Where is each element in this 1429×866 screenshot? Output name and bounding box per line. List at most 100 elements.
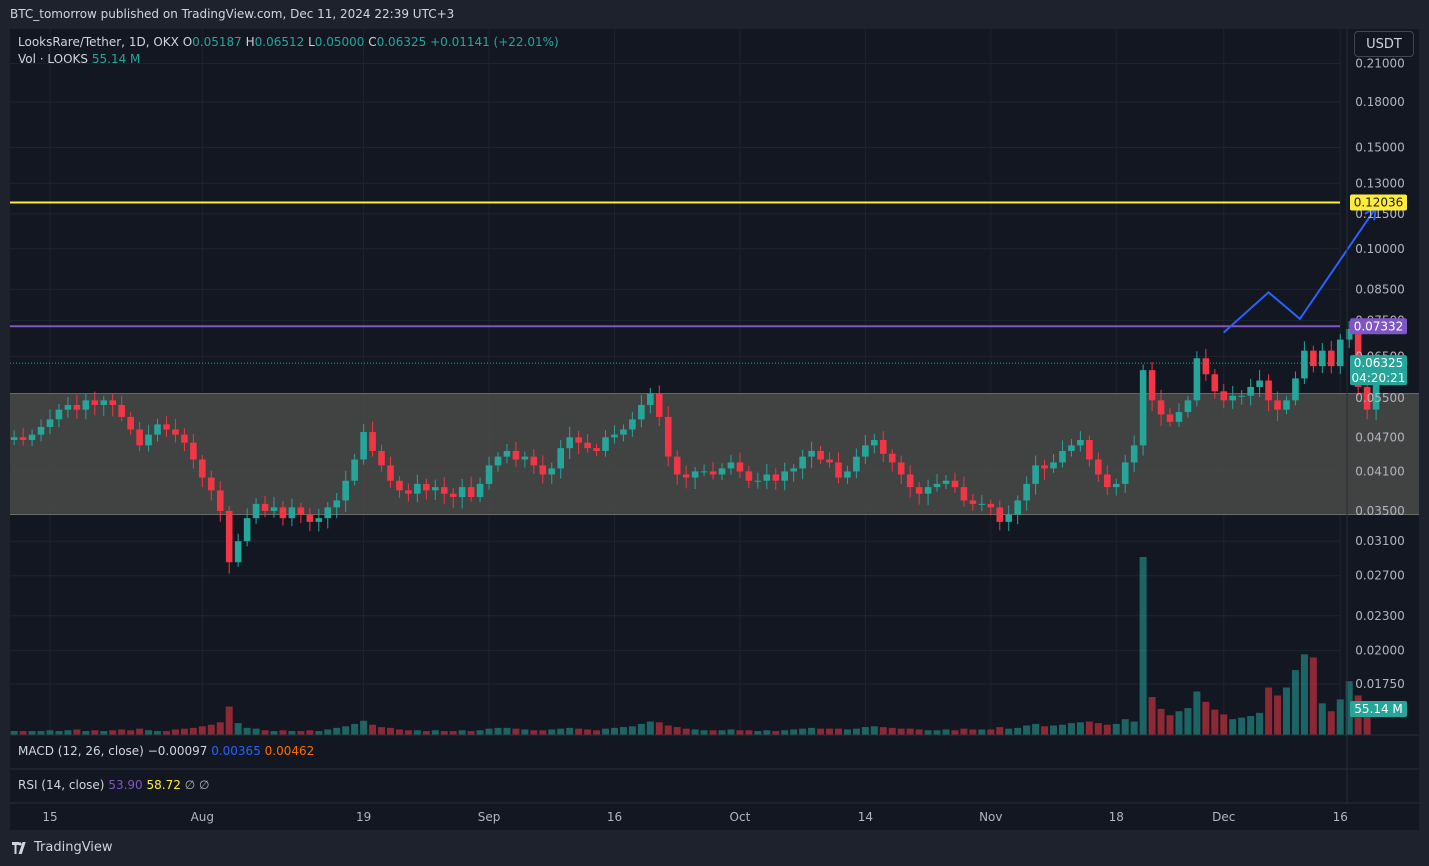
- volume-bar: [449, 731, 457, 735]
- candle-body: [414, 483, 421, 494]
- volume-bar: [1309, 657, 1317, 735]
- y-tick-label: 0.02300: [1355, 609, 1405, 623]
- candle-body: [906, 474, 914, 488]
- volume-bar: [1274, 695, 1282, 735]
- currency-button[interactable]: USDT: [1354, 31, 1414, 57]
- candle-body: [145, 434, 152, 446]
- candle-body: [638, 404, 645, 420]
- candle-body: [306, 514, 314, 522]
- volume-bar: [861, 727, 869, 735]
- volume-bar: [145, 730, 153, 735]
- volume-bar: [413, 730, 421, 735]
- volume-bar: [969, 729, 977, 735]
- candle-body: [136, 429, 143, 446]
- volume-bar: [494, 727, 502, 735]
- y-tick-label: 0.01750: [1355, 677, 1405, 691]
- candle-body: [1327, 350, 1335, 367]
- y-tick-label: 0.04100: [1355, 464, 1405, 478]
- volume-bar: [46, 730, 54, 735]
- volume-bar: [924, 730, 932, 735]
- yellow-price-label-bg: [1350, 194, 1407, 211]
- projection-path: [1223, 206, 1377, 334]
- macd-label[interactable]: MACD (12, 26, close): [18, 744, 144, 758]
- volume-bar: [951, 730, 959, 735]
- candle-body: [207, 477, 215, 491]
- volume-bar: [727, 729, 735, 735]
- candle-body: [629, 419, 636, 430]
- candle-body: [1032, 465, 1039, 484]
- candle-body: [1283, 400, 1290, 410]
- candle-body: [969, 500, 977, 504]
- candle-body: [1345, 329, 1353, 340]
- volume-bar: [1148, 697, 1156, 735]
- candle-body: [924, 487, 932, 494]
- macd-histogram-value: −0.00097: [147, 744, 208, 758]
- macd-line-value: 0.00365: [211, 744, 261, 758]
- candle-body: [593, 448, 600, 451]
- volume-bar: [342, 726, 350, 735]
- volume-bar: [261, 730, 269, 735]
- volume-bar: [395, 729, 403, 735]
- candle-body: [64, 404, 72, 410]
- candle-body: [127, 416, 134, 430]
- candle-body: [342, 480, 349, 501]
- volume-bar: [467, 731, 475, 735]
- volume-bar: [942, 729, 950, 735]
- rsi-label[interactable]: RSI (14, close): [18, 778, 105, 792]
- candle-body: [1301, 350, 1308, 379]
- candle-body: [91, 400, 99, 405]
- volume-bar: [297, 731, 305, 735]
- volume-bar: [440, 731, 448, 735]
- candle-body: [458, 487, 466, 498]
- x-tick-label: 14: [858, 810, 873, 824]
- volume-bar: [539, 730, 547, 735]
- candle-body: [1148, 370, 1156, 401]
- y-tick-label: 0.03500: [1355, 504, 1405, 518]
- volume-bar: [879, 727, 887, 735]
- candle-body: [1211, 374, 1219, 392]
- volume-bar: [225, 706, 233, 735]
- volume-bar: [485, 728, 493, 735]
- rsi-empty-value-1: ∅: [184, 778, 196, 792]
- candle-body: [449, 493, 457, 498]
- open-label: O: [182, 35, 193, 49]
- symbol-label[interactable]: LooksRare/Tether, 1D, OKX: [18, 35, 179, 49]
- y-tick-label: 0.21000: [1355, 57, 1405, 71]
- volume-bar: [1175, 711, 1183, 735]
- volume-bar: [270, 731, 278, 735]
- volume-bar: [64, 730, 72, 735]
- volume-bar: [333, 727, 341, 735]
- chart-frame[interactable]: 0.21000 0.18000 0.15000 0.13000 0.11500 0.100…: [10, 29, 1419, 830]
- volume-bar: [602, 728, 610, 735]
- volume-value: 55.14 M: [91, 52, 141, 66]
- volume-bar: [1067, 723, 1075, 735]
- volume-bar: [306, 730, 314, 735]
- candle-body: [960, 487, 968, 501]
- volume-bar: [834, 728, 842, 735]
- candle-body: [888, 453, 896, 463]
- volume-bar: [610, 727, 618, 735]
- volume-legend: Vol · LOOKS 55.14 M: [18, 52, 140, 66]
- volume-label[interactable]: Vol · LOOKS: [18, 52, 89, 66]
- candle-body: [996, 507, 1004, 522]
- chart-canvas[interactable]: 0.210000.180000.150000.130000.115000.100…: [10, 29, 1419, 830]
- tradingview-logo[interactable]: TradingView: [12, 840, 113, 855]
- volume-bar: [996, 727, 1004, 735]
- volume-bar: [826, 728, 834, 735]
- candle-body: [315, 518, 323, 522]
- candle-body: [620, 429, 627, 435]
- volume-bar: [252, 728, 260, 735]
- y-tick-label: 0.03100: [1355, 534, 1405, 548]
- candle-body: [575, 437, 582, 443]
- y-tick-label: 0.08500: [1355, 282, 1405, 296]
- volume-bar: [118, 729, 126, 735]
- candle-body: [862, 445, 869, 457]
- candle-body: [1229, 395, 1237, 401]
- rsi-value: 53.90: [108, 778, 143, 792]
- volume-bar: [673, 727, 681, 735]
- volume-bar: [817, 728, 825, 735]
- candle-body: [37, 426, 45, 435]
- volume-price-label: 55.14 M: [1354, 702, 1403, 716]
- candle-body: [548, 468, 556, 475]
- y-tick-label: 0.02700: [1355, 569, 1405, 583]
